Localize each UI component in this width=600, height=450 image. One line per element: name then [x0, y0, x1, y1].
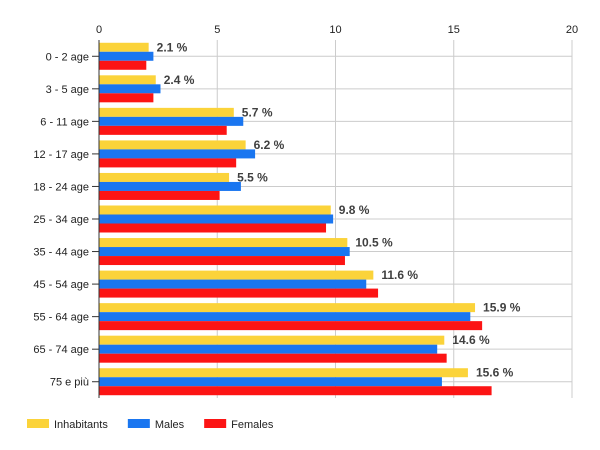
bar-males	[99, 51, 154, 61]
x-tick-label: 5	[214, 24, 220, 36]
data-label: 14.6 %	[452, 333, 490, 347]
data-label: 5.7 %	[242, 105, 273, 119]
x-tick-label: 10	[329, 24, 341, 36]
data-label: 10.5 %	[355, 236, 393, 250]
bar-inhabitants	[99, 172, 230, 182]
data-label: 2.4 %	[164, 73, 195, 87]
category-label: 6 - 11 age	[40, 116, 89, 128]
data-label: 5.5 %	[237, 170, 268, 184]
bar-females	[99, 386, 492, 396]
bar-males	[99, 149, 256, 159]
category-label: 55 - 64 age	[33, 312, 89, 324]
bar-inhabitants	[99, 42, 149, 52]
legend-swatch-males	[127, 419, 150, 428]
bar-inhabitants	[99, 368, 468, 378]
category-label: 65 - 74 age	[33, 344, 89, 356]
bar-inhabitants	[99, 238, 348, 248]
bar-females	[99, 353, 447, 363]
bar-males	[99, 279, 367, 289]
bar-females	[99, 321, 483, 331]
bar-males	[99, 84, 161, 94]
data-label: 6.2 %	[254, 138, 285, 152]
bar-males	[99, 344, 438, 354]
legend-swatch-inhabitants	[27, 419, 49, 428]
x-tick-label: 0	[96, 24, 102, 36]
data-label: 15.9 %	[483, 301, 521, 315]
x-tick-label: 15	[448, 24, 460, 36]
category-label: 0 - 2 age	[46, 51, 89, 63]
bar-females	[99, 288, 379, 298]
bar-females	[99, 93, 154, 103]
legend-label-males: Males	[155, 419, 185, 431]
bar-inhabitants	[99, 75, 156, 85]
data-label: 11.6 %	[381, 268, 418, 282]
bar-inhabitants	[99, 205, 331, 215]
bar-females	[99, 190, 220, 200]
legend-label-inhabitants: Inhabitants	[54, 419, 108, 431]
bar-males	[99, 214, 334, 224]
bar-females	[99, 256, 345, 266]
bar-females	[99, 60, 147, 70]
bar-females	[99, 125, 227, 135]
category-label: 25 - 34 age	[33, 214, 89, 226]
bar-inhabitants	[99, 140, 246, 150]
bar-inhabitants	[99, 107, 234, 117]
bar-males	[99, 312, 471, 322]
x-tick-label: 20	[566, 24, 578, 36]
data-label: 2.1 %	[157, 40, 188, 54]
legend-swatch-females	[204, 419, 227, 428]
data-label: 9.8 %	[339, 203, 370, 217]
bar-inhabitants	[99, 335, 445, 345]
category-label: 12 - 17 age	[33, 149, 89, 161]
bar-males	[99, 247, 350, 257]
bar-males	[99, 116, 244, 126]
data-label: 15.6 %	[476, 366, 514, 380]
bar-inhabitants	[99, 303, 476, 313]
bar-males	[99, 181, 241, 191]
category-label: 35 - 44 age	[33, 247, 89, 259]
bar-females	[99, 223, 327, 233]
category-label: 45 - 54 age	[33, 279, 89, 291]
bar-inhabitants	[99, 270, 374, 280]
bar-males	[99, 377, 442, 387]
category-label: 18 - 24 age	[33, 181, 89, 193]
legend-label-females: Females	[231, 419, 274, 431]
bar-females	[99, 158, 237, 168]
category-label: 3 - 5 age	[46, 84, 89, 96]
category-label: 75 e più	[50, 377, 89, 389]
